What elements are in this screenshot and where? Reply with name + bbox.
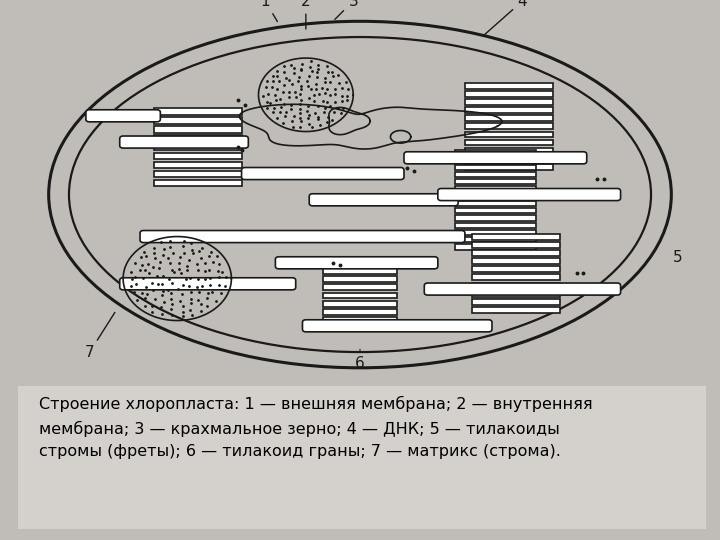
Bar (472, 258, 559, 264)
Text: 2: 2 (301, 0, 310, 29)
Bar (455, 165, 536, 170)
Bar (323, 317, 397, 323)
FancyBboxPatch shape (438, 188, 621, 200)
Bar (455, 244, 536, 249)
Bar (153, 144, 242, 151)
FancyBboxPatch shape (404, 152, 587, 164)
FancyBboxPatch shape (120, 278, 296, 290)
FancyBboxPatch shape (86, 110, 161, 122)
Bar (323, 301, 397, 307)
Text: 3: 3 (335, 0, 358, 19)
Bar (455, 193, 536, 199)
Bar (455, 201, 536, 206)
Bar (323, 309, 397, 315)
Bar (472, 307, 559, 313)
Text: 6: 6 (355, 349, 365, 371)
Bar (153, 162, 242, 168)
Bar (465, 164, 553, 170)
Bar (465, 91, 553, 97)
Bar (465, 83, 553, 89)
Bar (472, 250, 559, 256)
Bar (472, 291, 559, 296)
Bar (465, 132, 553, 137)
Text: 4: 4 (484, 0, 527, 35)
Bar (323, 268, 397, 274)
Bar (472, 274, 559, 280)
Bar (153, 109, 242, 115)
Bar (472, 282, 559, 288)
Bar (465, 156, 553, 162)
Bar (323, 293, 397, 299)
Text: 7: 7 (84, 313, 115, 360)
Bar (465, 124, 553, 129)
Bar (455, 208, 536, 213)
Text: 1: 1 (261, 0, 277, 22)
Bar (455, 215, 536, 220)
Bar (455, 222, 536, 228)
Bar (465, 140, 553, 145)
Text: 5: 5 (673, 250, 683, 265)
FancyBboxPatch shape (241, 167, 404, 180)
Bar (153, 171, 242, 177)
Bar (153, 153, 242, 159)
Bar (472, 234, 559, 240)
Bar (323, 285, 397, 290)
FancyBboxPatch shape (18, 386, 706, 529)
FancyBboxPatch shape (120, 136, 248, 148)
Bar (465, 99, 553, 105)
FancyBboxPatch shape (140, 231, 465, 242)
Bar (455, 150, 536, 156)
Bar (153, 180, 242, 186)
Bar (455, 157, 536, 163)
FancyBboxPatch shape (310, 194, 458, 206)
Text: Строение хлоропласта: 1 — внешняя мембрана; 2 — внутренняя
мембрана; 3 — крахмал: Строение хлоропласта: 1 — внешняя мембра… (39, 396, 593, 458)
Bar (455, 186, 536, 192)
Bar (455, 172, 536, 177)
FancyBboxPatch shape (424, 283, 621, 295)
Bar (472, 299, 559, 305)
FancyBboxPatch shape (302, 320, 492, 332)
Bar (455, 179, 536, 184)
Bar (323, 276, 397, 282)
Bar (465, 107, 553, 113)
Bar (455, 237, 536, 242)
Bar (153, 117, 242, 124)
Bar (153, 135, 242, 141)
Bar (323, 325, 397, 331)
Bar (455, 230, 536, 235)
Bar (153, 126, 242, 133)
Bar (472, 266, 559, 272)
FancyBboxPatch shape (275, 256, 438, 269)
Bar (472, 242, 559, 248)
Bar (465, 148, 553, 153)
Bar (465, 115, 553, 121)
